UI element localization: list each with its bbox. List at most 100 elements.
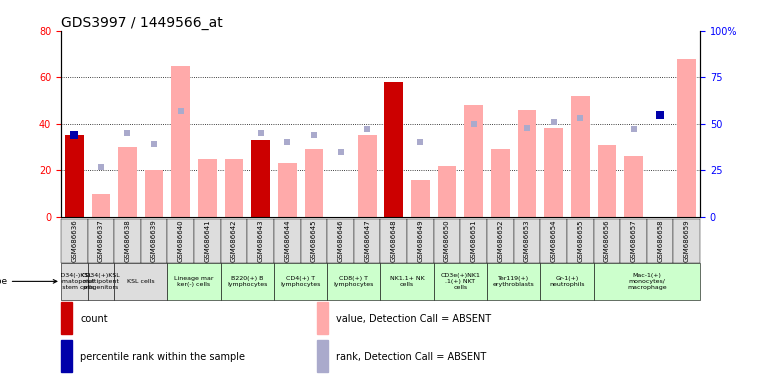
Bar bbox=[487, 219, 514, 263]
Text: percentile rank within the sample: percentile rank within the sample bbox=[80, 352, 245, 362]
Bar bbox=[327, 219, 354, 263]
Text: GSM686645: GSM686645 bbox=[311, 220, 317, 262]
Bar bbox=[145, 170, 164, 217]
Bar bbox=[594, 263, 700, 300]
Bar bbox=[61, 219, 88, 263]
Bar bbox=[544, 129, 563, 217]
Bar bbox=[487, 263, 540, 300]
Text: GDS3997 / 1449566_at: GDS3997 / 1449566_at bbox=[61, 16, 223, 30]
Bar bbox=[198, 159, 217, 217]
Bar bbox=[65, 136, 84, 217]
Text: GSM686639: GSM686639 bbox=[151, 220, 157, 262]
Text: NK1.1+ NK
cells: NK1.1+ NK cells bbox=[390, 276, 425, 287]
Bar bbox=[221, 263, 274, 300]
Bar bbox=[224, 159, 244, 217]
Text: CD4(+) T
lymphocytes: CD4(+) T lymphocytes bbox=[280, 276, 321, 287]
Text: GSM686650: GSM686650 bbox=[444, 220, 450, 262]
Bar bbox=[567, 219, 594, 263]
Text: cell type: cell type bbox=[0, 277, 57, 286]
Bar bbox=[438, 166, 457, 217]
Bar bbox=[540, 263, 594, 300]
Text: value, Detection Call = ABSENT: value, Detection Call = ABSENT bbox=[336, 314, 491, 324]
Bar bbox=[673, 219, 700, 263]
Text: Gr-1(+)
neutrophils: Gr-1(+) neutrophils bbox=[549, 276, 584, 287]
Bar bbox=[88, 219, 114, 263]
Bar bbox=[167, 263, 221, 300]
Bar bbox=[434, 219, 460, 263]
Bar bbox=[647, 219, 673, 263]
Text: GSM686638: GSM686638 bbox=[125, 220, 130, 262]
Text: GSM686643: GSM686643 bbox=[258, 220, 263, 262]
Text: CD34(+)KSL
multipotent
progenitors: CD34(+)KSL multipotent progenitors bbox=[81, 273, 120, 290]
Text: GSM686648: GSM686648 bbox=[391, 220, 396, 262]
Bar bbox=[354, 219, 380, 263]
Bar bbox=[251, 140, 270, 217]
Text: CD34(-)KSL
hematopoiet
ic stem cells: CD34(-)KSL hematopoiet ic stem cells bbox=[54, 273, 94, 290]
Bar bbox=[61, 340, 72, 372]
Text: GSM686642: GSM686642 bbox=[231, 220, 237, 262]
Bar bbox=[460, 219, 487, 263]
Bar bbox=[411, 180, 430, 217]
Text: GSM686654: GSM686654 bbox=[551, 220, 556, 262]
Bar bbox=[301, 219, 327, 263]
Text: GSM686636: GSM686636 bbox=[72, 220, 77, 262]
Bar bbox=[597, 145, 616, 217]
Bar bbox=[624, 156, 643, 217]
Text: GSM686656: GSM686656 bbox=[604, 220, 610, 262]
Text: GSM686646: GSM686646 bbox=[338, 220, 343, 262]
Bar bbox=[118, 147, 137, 217]
Text: KSL cells: KSL cells bbox=[127, 279, 154, 284]
Bar bbox=[594, 219, 620, 263]
Bar bbox=[384, 82, 403, 217]
Bar bbox=[91, 194, 110, 217]
Bar bbox=[61, 302, 72, 334]
Bar bbox=[114, 219, 141, 263]
Bar bbox=[491, 149, 510, 217]
Bar bbox=[380, 219, 407, 263]
Bar bbox=[327, 263, 380, 300]
Bar bbox=[221, 219, 247, 263]
Text: GSM686655: GSM686655 bbox=[578, 220, 583, 262]
Text: Lineage mar
ker(-) cells: Lineage mar ker(-) cells bbox=[174, 276, 214, 287]
Text: B220(+) B
lymphocytes: B220(+) B lymphocytes bbox=[227, 276, 268, 287]
Text: Mac-1(+)
monocytes/
macrophage: Mac-1(+) monocytes/ macrophage bbox=[627, 273, 667, 290]
Bar bbox=[407, 219, 434, 263]
Bar bbox=[358, 136, 377, 217]
Bar bbox=[514, 219, 540, 263]
Bar bbox=[194, 219, 221, 263]
Text: GSM686647: GSM686647 bbox=[365, 220, 370, 262]
Bar bbox=[278, 164, 297, 217]
Bar bbox=[571, 96, 590, 217]
Text: count: count bbox=[80, 314, 108, 324]
Bar bbox=[317, 302, 328, 334]
Bar bbox=[620, 219, 647, 263]
Bar bbox=[167, 219, 194, 263]
Bar bbox=[434, 263, 487, 300]
Bar bbox=[380, 263, 434, 300]
Text: GSM686641: GSM686641 bbox=[205, 220, 210, 262]
Text: GSM686658: GSM686658 bbox=[658, 220, 663, 262]
Bar bbox=[677, 59, 696, 217]
Bar bbox=[540, 219, 567, 263]
Text: GSM686657: GSM686657 bbox=[631, 220, 636, 262]
Text: Ter119(+)
erythroblasts: Ter119(+) erythroblasts bbox=[493, 276, 534, 287]
Text: CD3e(+)NK1
.1(+) NKT
cells: CD3e(+)NK1 .1(+) NKT cells bbox=[441, 273, 480, 290]
Text: GSM686659: GSM686659 bbox=[684, 220, 689, 262]
Bar bbox=[114, 263, 167, 300]
Bar bbox=[247, 219, 274, 263]
Bar bbox=[517, 110, 537, 217]
Text: GSM686653: GSM686653 bbox=[524, 220, 530, 262]
Bar bbox=[61, 263, 88, 300]
Bar bbox=[88, 263, 114, 300]
Bar bbox=[304, 149, 323, 217]
Text: rank, Detection Call = ABSENT: rank, Detection Call = ABSENT bbox=[336, 352, 486, 362]
Bar bbox=[274, 263, 327, 300]
Bar bbox=[171, 66, 190, 217]
Bar bbox=[464, 105, 483, 217]
Text: GSM686652: GSM686652 bbox=[498, 220, 503, 262]
Text: GSM686651: GSM686651 bbox=[471, 220, 476, 262]
Bar bbox=[141, 219, 167, 263]
Bar bbox=[274, 219, 301, 263]
Text: GSM686649: GSM686649 bbox=[418, 220, 423, 262]
Text: GSM686640: GSM686640 bbox=[178, 220, 183, 262]
